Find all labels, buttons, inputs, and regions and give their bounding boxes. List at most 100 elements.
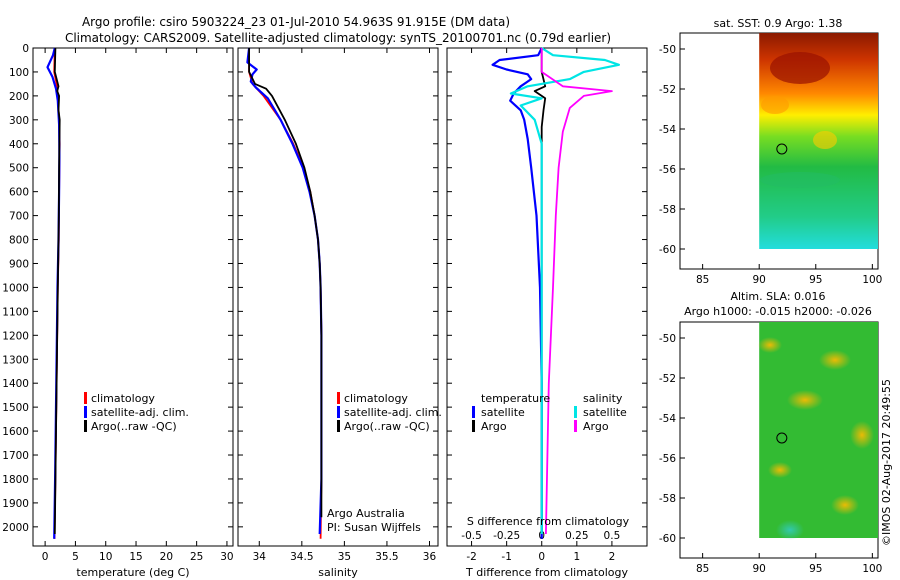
legend-s-satellite-label: satellite [583,406,627,419]
sla-high-patch [758,337,782,353]
x-tick-label: 0 [42,551,49,563]
s-tick-label: -0.5 [461,530,482,542]
sst-map-title: sat. SST: 0.9 Argo: 1.38 [714,17,843,30]
x-tick-label: 25 [190,551,203,563]
legend-s-satellite-swatch [574,406,577,418]
s-tick-label: 0.5 [604,530,621,542]
depth-tick-label: 700 [9,211,29,223]
lat-tick-label: -50 [659,333,676,345]
x-tick-label: 36 [423,551,437,563]
depth-tick-label: 0 [22,43,29,55]
depth-tick-label: 900 [9,258,29,270]
legend-climatology-swatch [84,392,87,404]
legend-argo-swatch [337,420,340,432]
series-line-argo-raw-qc- [248,48,323,518]
temperature-series [46,47,61,539]
x-tick-label: 35.5 [375,551,398,563]
x-tick-label: 0 [538,551,545,563]
legend-satellite-label: satellite-adj. clim. [344,406,442,419]
sla-high-patch [850,421,874,449]
lat-tick-label: -54 [659,124,676,136]
difference-plot-frame [446,47,648,547]
sla-heatmap [758,322,878,540]
lon-tick-label: 100 [862,563,882,575]
legend-t-satellite-label: satellite [481,406,525,419]
x-tick-label: 1 [573,551,580,563]
lon-tick-label: 90 [753,274,766,286]
sst-warm-patch [770,52,830,84]
depth-tick-label: 400 [9,139,29,151]
depth-tick-label: 800 [9,235,29,247]
depth-tick-label: 1300 [2,354,29,366]
x-tick-label: 5 [72,551,79,563]
lon-tick-label: 95 [809,274,822,286]
sla-high-patch [831,495,859,515]
temperature-panel: 0100200300400500600700800900100011001200… [2,43,233,579]
depth-tick-label: 1700 [2,450,29,462]
series-line-temperature-satellite [491,47,543,539]
legend-t-argo-swatch [472,420,475,432]
x-tick-label: 15 [129,551,142,563]
lat-tick-label: -52 [659,373,676,385]
figure-title-line1: Argo profile: csiro 5903224_23 01-Jul-20… [82,15,510,29]
lon-tick-label: 100 [862,274,882,286]
legend-argo-swatch [84,420,87,432]
depth-tick-label: 1900 [2,498,29,510]
legend-argo-label: Argo(..raw -QC) [344,420,430,433]
legend-climatology-label: climatology [91,392,155,405]
sla-lon-axis: 85 90 95 100 [696,553,882,575]
salinity-legend: climatology satellite-adj. clim. Argo(..… [337,392,442,433]
salinity-plot-frame [237,47,439,547]
depth-tick-label: 300 [9,115,29,127]
difference-panel: -2 -1 0 1 2 -0.5 -0.25 0 0.25 0.5 T difference f… [446,47,648,579]
lon-tick-label: 85 [696,563,709,575]
legend-salinity-heading: salinity [583,392,623,405]
lon-tick-label: 85 [696,274,709,286]
lat-tick-label: -60 [659,244,676,256]
x-tick-label: -1 [501,551,511,563]
lon-tick-label: 90 [753,563,766,575]
temperature-plot-frame [32,47,234,547]
depth-tick-label: 200 [9,91,29,103]
lat-tick-label: -56 [659,453,676,465]
difference-series [491,47,621,539]
depth-tick-label: 600 [9,187,29,199]
legend-t-satellite-swatch [472,406,475,418]
s-difference-axis-label: S difference from climatology [467,515,630,528]
sla-high-patch [819,350,851,370]
sla-map-title-line1: Altim. SLA: 0.016 [730,290,825,303]
salinity-depth-ticks [238,47,438,528]
lat-tick-label: -52 [659,84,676,96]
s-tick-label: -0.25 [493,530,520,542]
t-difference-axis-label: T difference from climatology [465,566,628,579]
difference-legend: temperature salinity satellite Argo sate… [472,392,627,433]
depth-tick-label: 500 [9,163,29,175]
sla-map-panel: Altim. SLA: 0.016 Argo h1000: -0.015 h20… [659,290,883,575]
sla-lat-axis: -50 -52 -54 -56 -58 -60 [659,333,685,545]
difference-depth-ticks [447,47,647,528]
lat-tick-label: -60 [659,533,676,545]
legend-satellite-swatch [337,406,340,418]
x-tick-label: 30 [220,551,233,563]
series-line-salinity-satellite [509,47,621,534]
argo-position-marker [776,143,788,155]
depth-tick-label: 100 [9,67,29,79]
lat-tick-label: -58 [659,493,676,505]
salinity-x-axis: 34 34.5 35 35.5 36 [253,48,437,563]
legend-satellite-label: satellite-adj. clim. [91,406,189,419]
lat-tick-label: -56 [659,164,676,176]
lat-tick-label: -54 [659,413,676,425]
depth-tick-label: 1100 [2,306,29,318]
figure-title-line2: Climatology: CARS2009. Satellite-adjuste… [65,31,611,45]
sst-heatmap [759,33,878,249]
lon-tick-label: 95 [809,563,822,575]
x-tick-label: 34.5 [290,551,313,563]
depth-axis: 0 100 200 300 400 500 600 700 800 900 1000 1100 1200… [2,43,233,534]
imos-timestamp: ©IMOS 02-Aug-2017 20:49:55 [880,379,893,546]
sst-lon-axis: 85 90 95 100 [696,264,882,286]
sla-map-title-line2: Argo h1000: -0.015 h2000: -0.026 [684,305,872,318]
sst-yellow-patch [813,131,837,149]
sst-lat-axis: -50 -52 -54 -56 -58 -60 [659,44,685,256]
legend-argo-label: Argo(..raw -QC) [91,420,177,433]
x-tick-label: 35 [338,551,351,563]
